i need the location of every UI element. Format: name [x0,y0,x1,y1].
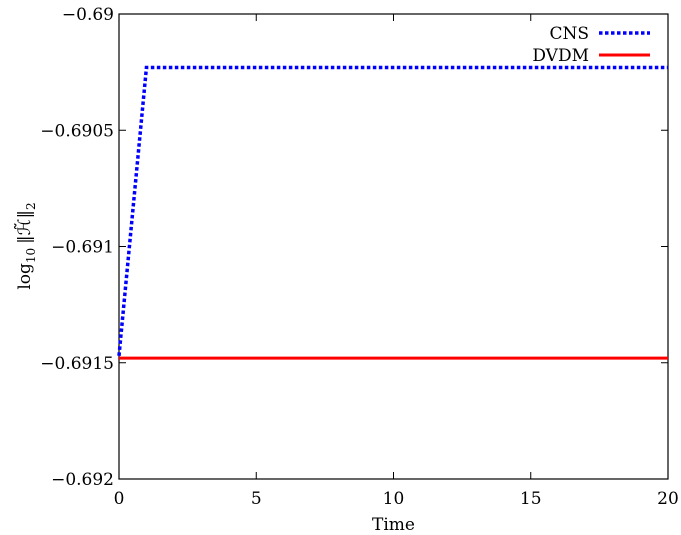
x-tick-label: 0 [114,489,125,509]
x-tick-label: 20 [657,489,679,509]
y-axis-label: log10 ‖ℋ̃‖2 [14,202,38,289]
y-tick-label: −0.692 [51,470,114,490]
series-line-cns [117,65,668,356]
x-tick-label: 10 [383,489,405,509]
y-tick-label: −0.6905 [40,121,114,141]
y-axis-label-norm: ‖ℋ̃‖ [14,210,35,244]
y-axis-label-norm-sub: 2 [24,202,38,210]
series-layer [117,65,668,360]
legend-label-dvdm: DVDM [532,46,589,66]
y-tick-label: −0.691 [51,238,114,258]
x-axis-label: Time [372,515,415,535]
x-tick-label: 15 [520,489,542,509]
y-axis-label-log-base: 10 [24,248,38,263]
y-tick-label: −0.6915 [40,354,114,374]
x-tick-label: 5 [251,489,262,509]
y-tick-label: −0.69 [62,5,114,25]
legend-label-cns: CNS [549,24,589,44]
y-axis: −0.692 −0.6915 −0.691 −0.6905 −0.69 [40,5,668,490]
y-axis-label-log: log [15,263,35,290]
plot-frame [118,13,669,480]
x-axis: 0 5 10 15 20 [114,14,679,509]
